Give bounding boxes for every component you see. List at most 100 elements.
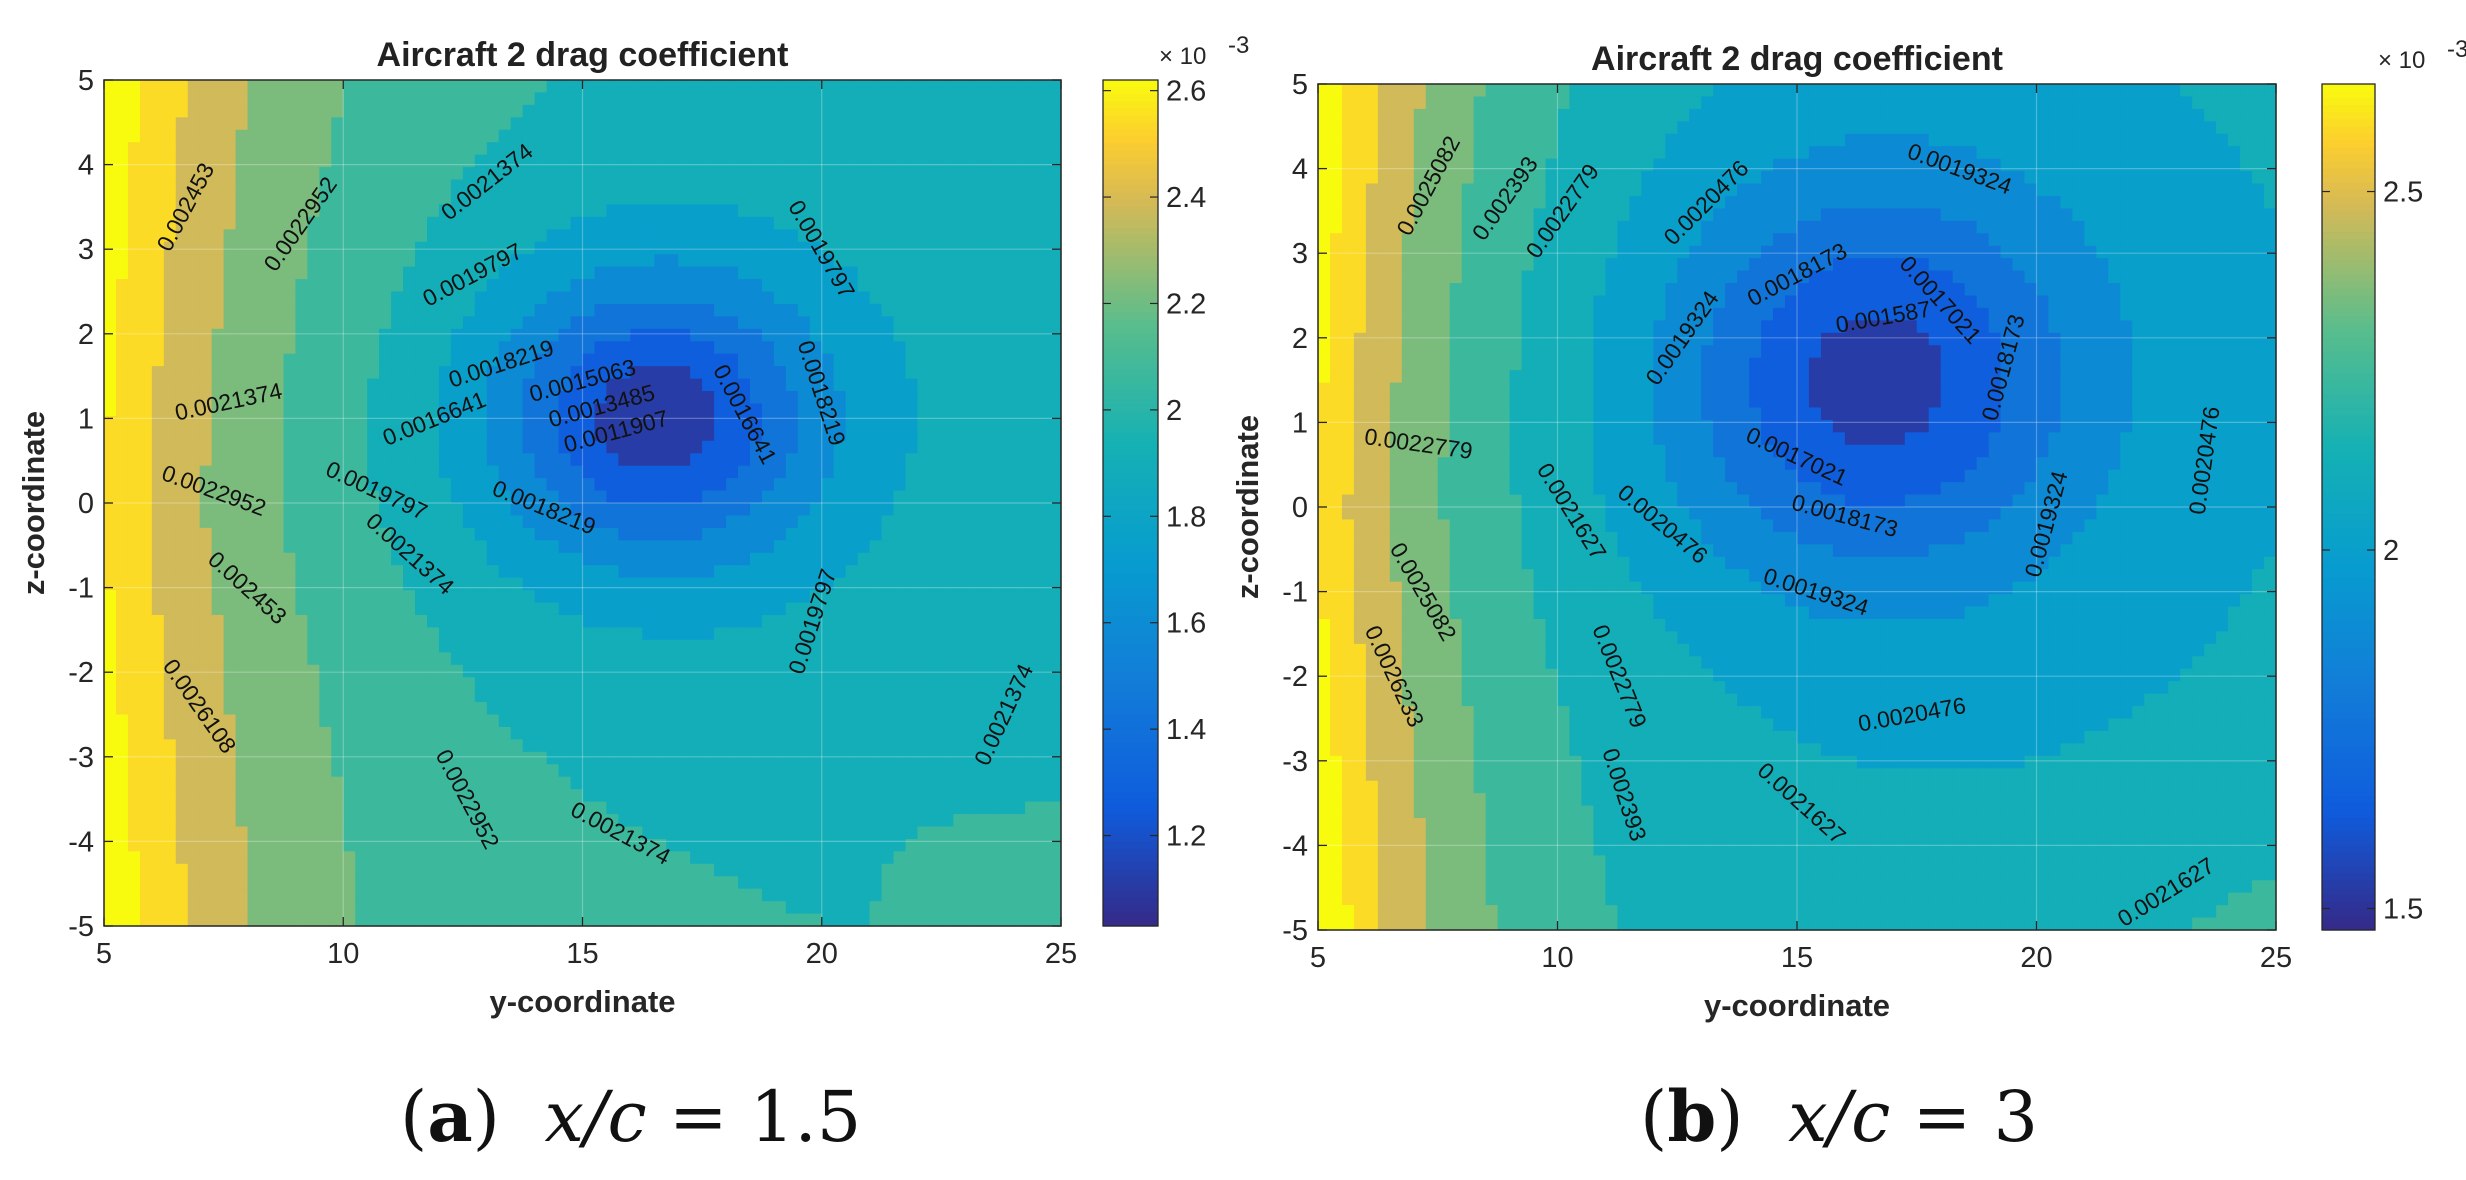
contour-cell: [379, 789, 392, 803]
contour-cell: [163, 154, 177, 168]
contour-cell: [761, 527, 775, 541]
contour-cell: [821, 341, 835, 355]
contour-cell: [821, 677, 835, 691]
contour-cell: [953, 602, 966, 616]
contour-cell: [223, 154, 237, 168]
contour-cell: [223, 403, 237, 417]
contour-cell: [929, 254, 942, 268]
contour-cell: [331, 378, 344, 392]
contour-cell: [726, 104, 739, 118]
contour-cell: [869, 478, 883, 492]
contour-cell: [905, 291, 919, 305]
contour-cell: [594, 478, 608, 492]
contour-cell: [761, 167, 775, 181]
contour-cell: [678, 726, 691, 740]
contour-cell: [738, 639, 751, 653]
contour-cell: [127, 888, 141, 902]
contour-cell: [833, 652, 847, 666]
contour-cell: [510, 751, 524, 765]
contour-cell: [223, 527, 237, 541]
contour-cell: [498, 602, 512, 616]
contour-cell: [426, 838, 440, 852]
contour-cell: [283, 403, 296, 417]
contour-cell: [738, 279, 751, 293]
contour-cell: [534, 428, 548, 442]
contour-cell: [474, 614, 488, 629]
contour-cell: [773, 814, 787, 828]
contour-cell: [558, 689, 572, 703]
contour-cell: [893, 652, 907, 666]
contour-cell: [403, 901, 416, 915]
contour-cell: [403, 876, 416, 890]
contour-cell: [343, 478, 356, 492]
contour-cell: [104, 490, 117, 504]
contour-cell: [474, 515, 488, 529]
contour-cell: [953, 888, 966, 902]
contour-cell: [570, 602, 584, 616]
contour-cell: [462, 515, 476, 529]
contour-cell: [319, 627, 332, 641]
contour-cell: [749, 714, 763, 728]
contour-cell: [163, 440, 177, 454]
contour-cell: [893, 117, 907, 131]
contour-cell: [127, 726, 141, 740]
contour-cell: [869, 142, 883, 156]
contour-cell: [845, 565, 859, 579]
contour-cell: [127, 590, 141, 604]
contour-cell: [307, 702, 320, 716]
contour-cell: [965, 863, 978, 877]
contour-cell: [271, 415, 285, 429]
contour-cell: [642, 540, 655, 554]
contour-cell: [929, 478, 942, 492]
contour-cell: [642, 229, 655, 243]
contour-cell: [486, 590, 500, 604]
contour-cell: [235, 129, 249, 143]
contour-cell: [666, 204, 679, 218]
contour-cell: [929, 913, 942, 927]
contour-cell: [391, 876, 404, 890]
contour-cell: [905, 814, 919, 828]
contour-cell: [905, 266, 919, 280]
contour-cell: [917, 191, 931, 206]
contour-cell: [965, 291, 978, 305]
contour-cell: [510, 826, 524, 840]
contour-cell: [893, 714, 907, 728]
contour-cell: [486, 714, 500, 728]
contour-cell: [773, 216, 787, 230]
contour-cell: [474, 291, 488, 305]
contour-cell: [953, 614, 966, 629]
contour-cell: [702, 117, 715, 131]
contour-cell: [761, 814, 775, 828]
contour-cell: [881, 614, 895, 629]
contour-cell: [295, 552, 308, 566]
contour-cell: [857, 440, 871, 454]
contour-cell: [833, 80, 847, 94]
contour-cell: [403, 702, 416, 716]
contour-cell: [462, 602, 476, 616]
contour-cell: [283, 677, 296, 691]
contour-cell: [953, 851, 966, 865]
contour-cell: [367, 851, 380, 865]
contour-cell: [630, 614, 643, 629]
contour-cell: [331, 279, 344, 293]
contour-cell: [415, 117, 428, 131]
contour-cell: [271, 913, 285, 927]
contour-cell: [355, 739, 368, 753]
contour-cell: [917, 366, 931, 380]
contour-cell: [151, 901, 165, 915]
contour-cell: [199, 316, 213, 330]
contour-cell: [821, 478, 835, 492]
contour-cell: [714, 726, 727, 740]
contour-cell: [331, 503, 344, 517]
contour-cell: [618, 913, 631, 927]
contour-cell: [438, 639, 452, 653]
contour-cell: [115, 316, 129, 330]
contour-cell: [163, 540, 177, 554]
contour-cell: [522, 901, 536, 915]
contour-cell: [391, 503, 404, 517]
contour-cell: [486, 303, 500, 317]
contour-cell: [941, 814, 954, 828]
contour-cell: [319, 403, 332, 417]
contour-cell: [223, 503, 237, 517]
contour-cell: [558, 129, 572, 143]
